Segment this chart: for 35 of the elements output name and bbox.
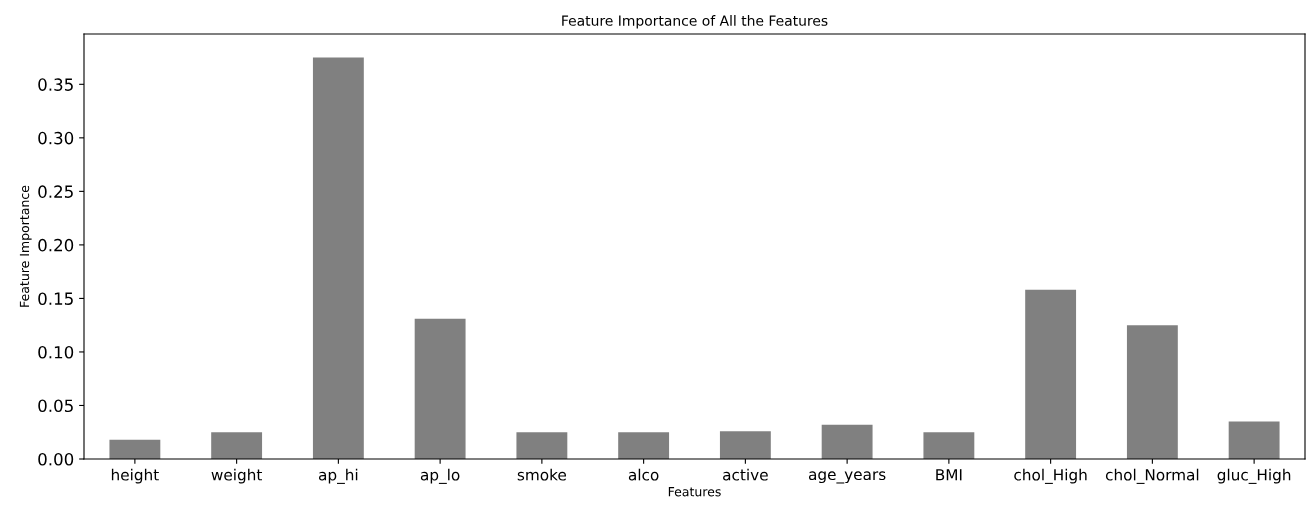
bar bbox=[618, 432, 670, 459]
x-tick-label: ap_lo bbox=[420, 468, 460, 484]
bar bbox=[719, 431, 771, 459]
bar bbox=[414, 318, 466, 459]
bar bbox=[312, 57, 364, 459]
y-tick-label: 0.10 bbox=[38, 345, 74, 359]
chart-title: Feature Importance of All the Features bbox=[562, 15, 828, 29]
x-tick-label: ap_hi bbox=[318, 468, 358, 484]
y-tick-label: 0.30 bbox=[38, 131, 74, 145]
bar bbox=[516, 432, 568, 459]
y-tick-label: 0.20 bbox=[38, 238, 74, 252]
bar bbox=[1025, 289, 1077, 459]
y-tick-label: 0.25 bbox=[38, 185, 73, 198]
y-tick-label: 0.15 bbox=[38, 292, 73, 305]
y-tick-label: 0.35 bbox=[38, 78, 73, 91]
bar bbox=[821, 424, 873, 459]
x-tick-label: chol_High bbox=[1014, 468, 1087, 484]
bar bbox=[109, 439, 161, 459]
x-axis-title: Features bbox=[668, 487, 721, 497]
bar bbox=[923, 432, 975, 459]
bar bbox=[1228, 421, 1280, 459]
y-tick-label: 0.00 bbox=[38, 452, 74, 466]
x-tick-label: smoke bbox=[517, 468, 566, 481]
y-tick-label: 0.05 bbox=[38, 399, 73, 413]
x-tick-label: chol_Normal bbox=[1105, 468, 1199, 484]
x-tick-label: alco bbox=[628, 468, 659, 481]
x-tick-label: weight bbox=[211, 468, 263, 484]
x-tick-label: BMI bbox=[936, 469, 962, 481]
y-axis-title: Feature Importance bbox=[19, 185, 32, 307]
bar bbox=[211, 432, 263, 459]
x-tick-label: gluc_High bbox=[1217, 468, 1291, 484]
bar bbox=[1126, 325, 1178, 459]
x-tick-label: active bbox=[723, 468, 768, 481]
x-tick-label: age_years bbox=[808, 471, 886, 484]
x-tick-label: height bbox=[111, 468, 159, 484]
